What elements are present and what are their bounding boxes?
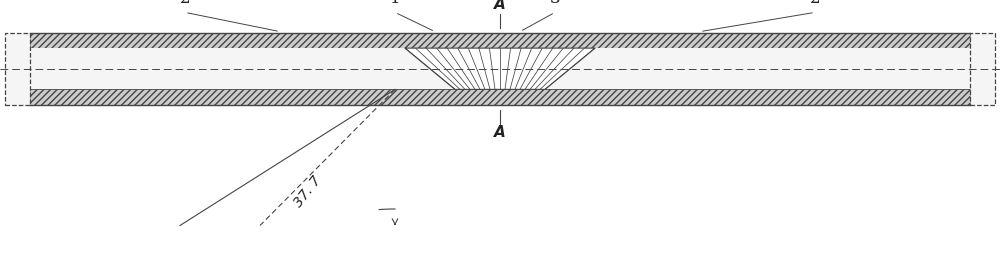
Text: 2: 2 [180, 0, 190, 7]
Polygon shape [30, 48, 970, 89]
Text: 2: 2 [810, 0, 820, 7]
Text: A: A [494, 125, 506, 140]
Polygon shape [405, 48, 595, 89]
FancyBboxPatch shape [970, 33, 995, 104]
Text: A: A [494, 0, 506, 12]
Text: 1: 1 [390, 0, 400, 7]
Text: 37. 7: 37. 7 [292, 173, 324, 209]
Polygon shape [30, 33, 970, 48]
Polygon shape [30, 89, 970, 104]
Text: 3: 3 [550, 0, 560, 7]
FancyBboxPatch shape [5, 33, 30, 104]
